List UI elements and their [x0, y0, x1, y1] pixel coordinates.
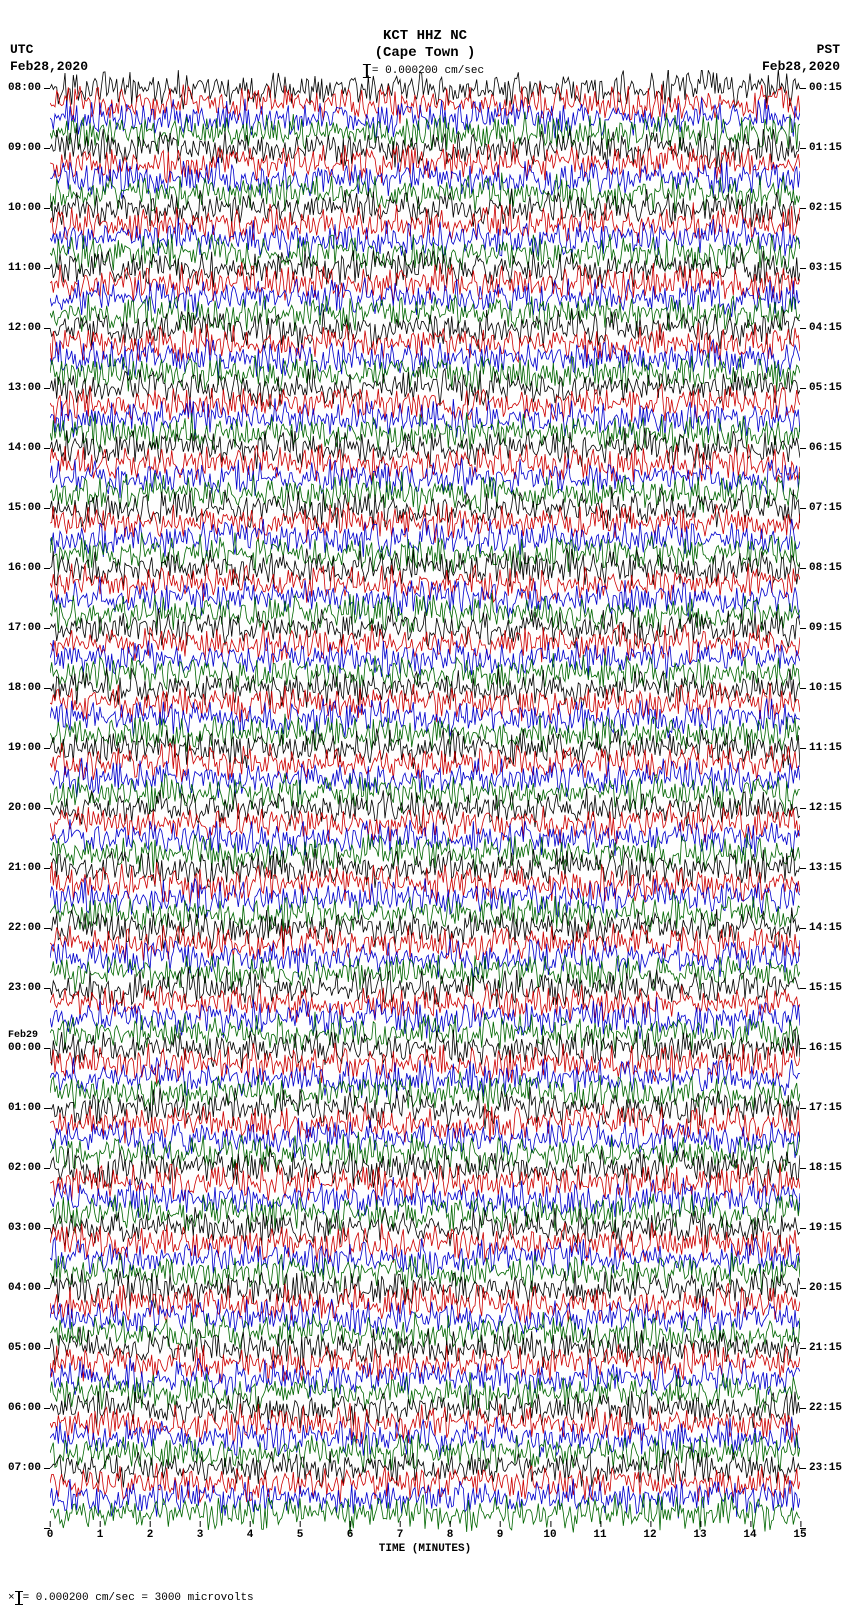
- seismogram-traces: [50, 70, 800, 1546]
- pst-time-label: 11:15: [809, 742, 842, 754]
- pst-time-label: 03:15: [809, 262, 842, 274]
- footer-note: × = 0.000200 cm/sec = 3000 microvolts: [8, 1591, 254, 1605]
- x-tick: 0: [47, 1529, 54, 1541]
- pst-time-label: 07:15: [809, 502, 842, 514]
- x-axis: TIME (MINUTES) 0123456789101112131415: [50, 1529, 800, 1559]
- utc-date-label: Feb29: [8, 1030, 38, 1041]
- pst-time-label: 00:15: [809, 82, 842, 94]
- utc-time-label: 19:00: [8, 742, 41, 754]
- pst-time-label: 19:15: [809, 1222, 842, 1234]
- utc-time-label: 21:00: [8, 862, 41, 874]
- utc-time-label: 09:00: [8, 142, 41, 154]
- pst-time-label: 23:15: [809, 1462, 842, 1474]
- x-tick: 5: [297, 1529, 304, 1541]
- x-tick: 15: [793, 1529, 806, 1541]
- utc-time-label: 20:00: [8, 802, 41, 814]
- utc-time-label: 23:00: [8, 982, 41, 994]
- utc-time-label: 05:00: [8, 1342, 41, 1354]
- pst-time-label: 22:15: [809, 1402, 842, 1414]
- utc-time-label: 12:00: [8, 322, 41, 334]
- title-block: KCT HHZ NC (Cape Town ): [375, 28, 476, 62]
- utc-time-label: 11:00: [8, 262, 41, 274]
- tz-left-name: UTC: [10, 42, 88, 59]
- x-tick: 2: [147, 1529, 154, 1541]
- utc-time-label: 01:00: [8, 1102, 41, 1114]
- utc-time-label: 04:00: [8, 1282, 41, 1294]
- x-tick: 8: [447, 1529, 454, 1541]
- pst-time-label: 17:15: [809, 1102, 842, 1114]
- x-tick: 4: [247, 1529, 254, 1541]
- utc-time-label: 17:00: [8, 622, 41, 634]
- utc-time-label: 22:00: [8, 922, 41, 934]
- pst-time-label: 13:15: [809, 862, 842, 874]
- pst-time-label: 20:15: [809, 1282, 842, 1294]
- pst-time-label: 12:15: [809, 802, 842, 814]
- pst-time-label: 21:15: [809, 1342, 842, 1354]
- x-tick: 1: [97, 1529, 104, 1541]
- utc-time-label: 08:00: [8, 82, 41, 94]
- utc-time-label: 03:00: [8, 1222, 41, 1234]
- pst-time-label: 08:15: [809, 562, 842, 574]
- utc-time-label: 16:00: [8, 562, 41, 574]
- pst-time-label: 18:15: [809, 1162, 842, 1174]
- station-location: (Cape Town ): [375, 45, 476, 62]
- footer-text: = 0.000200 cm/sec = 3000 microvolts: [23, 1592, 254, 1604]
- pst-time-label: 06:15: [809, 442, 842, 454]
- seismogram-plot: 08:0009:0010:0011:0012:0013:0014:0015:00…: [50, 88, 800, 1528]
- x-axis-label: TIME (MINUTES): [379, 1543, 471, 1555]
- x-tick: 14: [743, 1529, 756, 1541]
- pst-time-label: 04:15: [809, 322, 842, 334]
- pst-time-label: 14:15: [809, 922, 842, 934]
- utc-time-label: 00:00: [8, 1042, 41, 1054]
- scale-bar-icon: [18, 1591, 20, 1605]
- tz-right-name: PST: [762, 42, 840, 59]
- pst-time-label: 01:15: [809, 142, 842, 154]
- pst-time-label: 02:15: [809, 202, 842, 214]
- utc-time-label: 02:00: [8, 1162, 41, 1174]
- station-code: KCT HHZ NC: [375, 28, 476, 45]
- x-tick: 7: [397, 1529, 404, 1541]
- x-tick: 3: [197, 1529, 204, 1541]
- pst-time-label: 15:15: [809, 982, 842, 994]
- utc-time-label: 13:00: [8, 382, 41, 394]
- utc-time-label: 07:00: [8, 1462, 41, 1474]
- pst-time-label: 05:15: [809, 382, 842, 394]
- pst-time-label: 10:15: [809, 682, 842, 694]
- utc-time-label: 14:00: [8, 442, 41, 454]
- utc-time-label: 18:00: [8, 682, 41, 694]
- pst-time-label: 16:15: [809, 1042, 842, 1054]
- utc-time-label: 10:00: [8, 202, 41, 214]
- x-tick: 9: [497, 1529, 504, 1541]
- utc-time-label: 06:00: [8, 1402, 41, 1414]
- x-tick: 6: [347, 1529, 354, 1541]
- pst-time-label: 09:15: [809, 622, 842, 634]
- x-tick: 10: [543, 1529, 556, 1541]
- x-tick: 11: [593, 1529, 606, 1541]
- x-tick: 13: [693, 1529, 706, 1541]
- utc-time-label: 15:00: [8, 502, 41, 514]
- footer-prefix: ×: [8, 1592, 15, 1604]
- x-tick: 12: [643, 1529, 656, 1541]
